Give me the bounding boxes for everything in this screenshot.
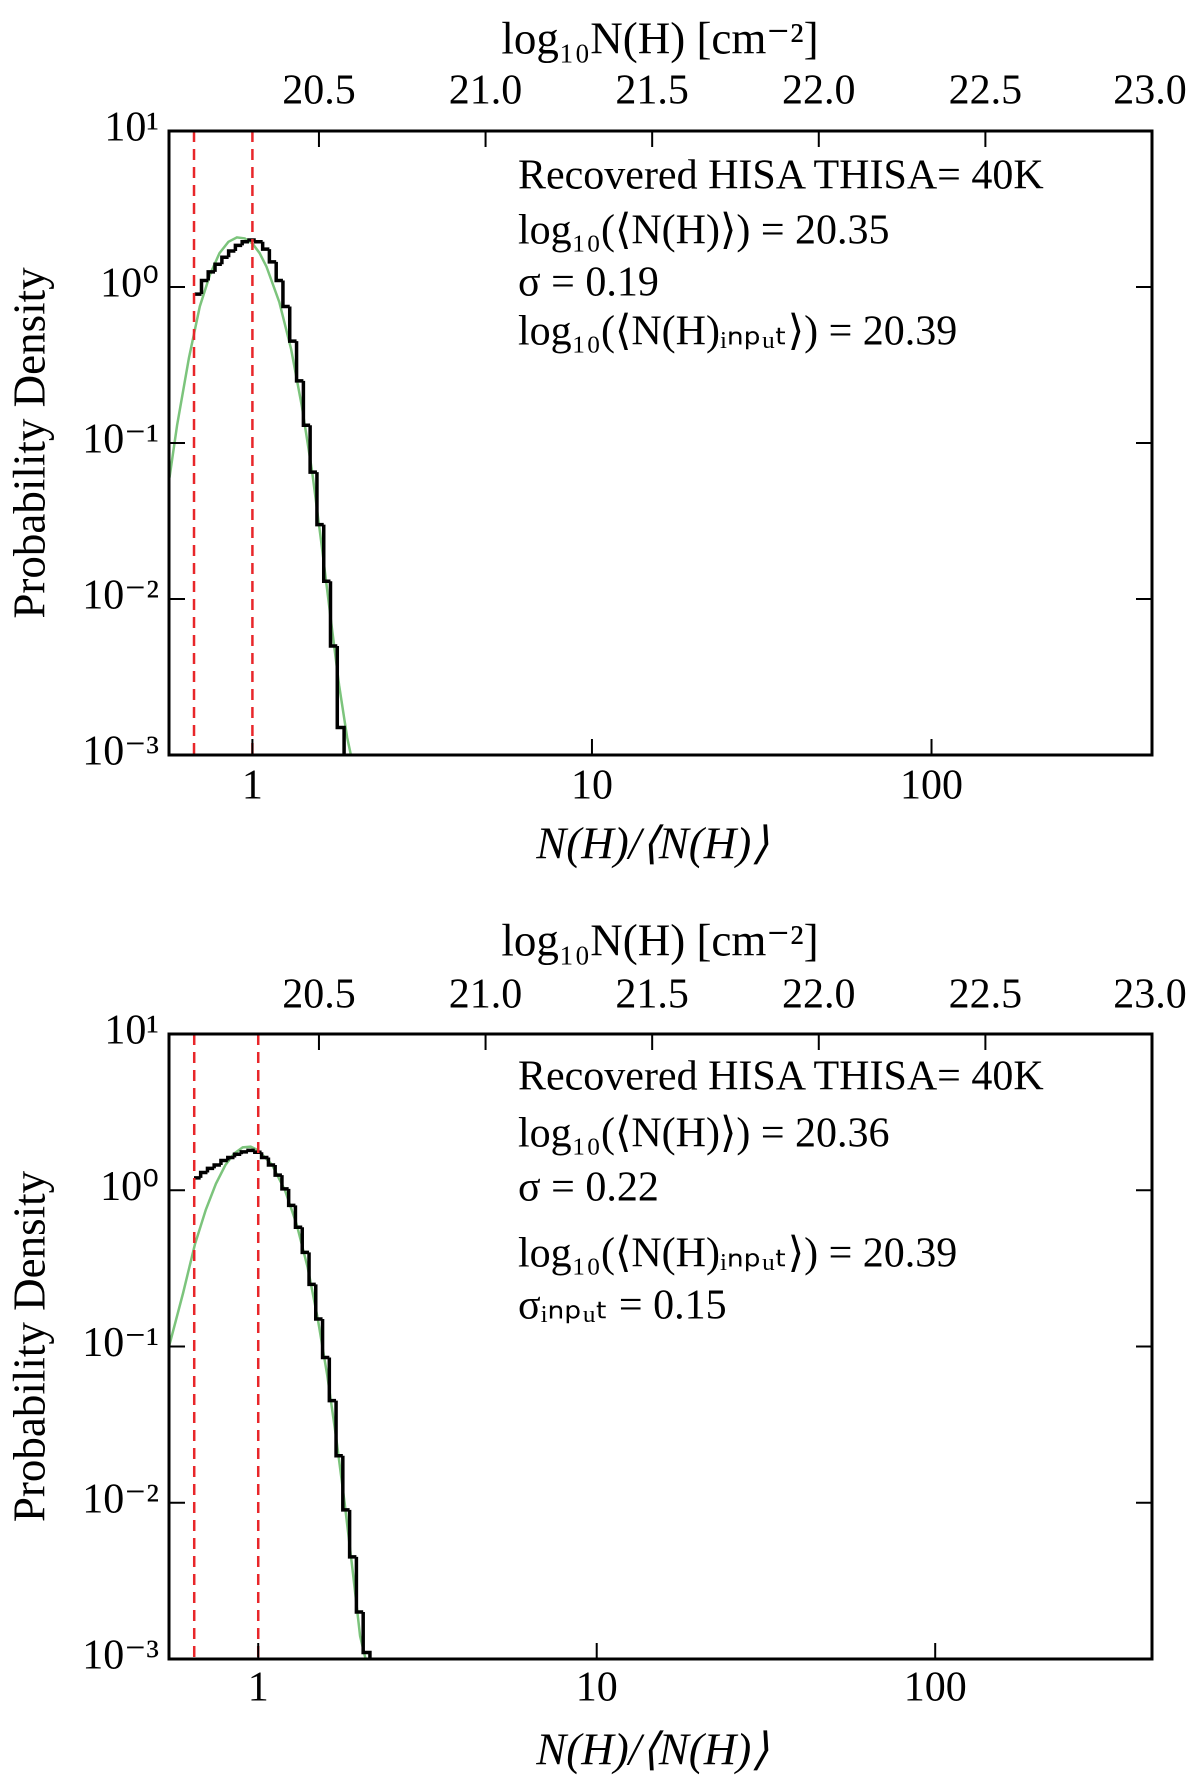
x2-tick-label: 20.5 (282, 972, 356, 1018)
histogram-bin (240, 240, 249, 246)
histogram-bin (354, 1556, 364, 1614)
x-tick-label: 100 (900, 763, 963, 809)
x2-tick-label: 22.5 (949, 68, 1023, 114)
x-tick-label: 10 (571, 763, 613, 809)
annotation: σ = 0.22 (518, 1165, 659, 1211)
histogram-bin (226, 249, 236, 258)
fit-curve (169, 236, 353, 755)
histogram-bin (212, 1163, 221, 1169)
y-tick-label: 10⁻³ (82, 1633, 159, 1679)
annotation: log₁₀(⟨N(H)ᵢₙₚᵤₜ⟩) = 20.39 (518, 309, 957, 355)
histogram-bin (315, 472, 324, 527)
histogram-bin (294, 341, 304, 383)
x2-tick-label: 22.5 (949, 972, 1023, 1018)
x-axis-label: N(H)/⟨N(H)⟩ (535, 818, 769, 868)
panel: 10⁻³ 10⁻² 10⁻¹ 10⁰ 10¹ 1 10 100 20.5 21.0 21.5 22.0… (4, 915, 1186, 1774)
histogram-bin (281, 280, 290, 309)
histogram-bin (334, 1400, 343, 1458)
histogram-bin (239, 1150, 249, 1155)
x2-tick-label: 20.5 (282, 68, 356, 114)
annotation: log₁₀(⟨N(H)⟩) = 20.36 (518, 1111, 890, 1157)
histogram-bin (254, 240, 263, 244)
histogram-bin (266, 1157, 276, 1167)
x2-tick-label: 21.0 (449, 68, 523, 114)
annotation: Recovered HISA THISA= 40K (518, 153, 1044, 199)
histogram-bin (293, 1205, 303, 1229)
x2-tick-label: 21.5 (615, 972, 689, 1018)
x2-tick-label: 23.0 (1113, 68, 1187, 114)
x2-axis-label: log₁₀N(H) [cm⁻²] (501, 13, 818, 63)
histogram-bin (286, 1188, 296, 1208)
histogram-bin (260, 241, 270, 251)
y-tick-label: 10¹ (104, 1008, 159, 1054)
histogram-bin (226, 1155, 235, 1161)
x-tick-label: 10 (576, 1665, 618, 1711)
histogram-bin (347, 1509, 357, 1559)
histogram-bin (233, 243, 243, 252)
histogram-bin (259, 1152, 269, 1160)
histogram-bin (320, 1318, 330, 1360)
x-tick-label: 100 (904, 1665, 967, 1711)
annotation: log₁₀(⟨N(H)ᵢₙₚᵤₜ⟩) = 20.39 (518, 1231, 957, 1277)
histogram-bin (205, 1166, 215, 1173)
histogram-bin (361, 1611, 372, 1659)
histogram-bin (307, 1252, 316, 1287)
y-tick-label: 10⁰ (100, 261, 159, 307)
histogram-bin (341, 1455, 350, 1512)
x2-tick-label: 22.0 (782, 972, 856, 1018)
histogram-bin (321, 524, 331, 583)
y-tick-label: 10⁻¹ (82, 417, 159, 463)
y-tick-label: 10⁻² (82, 573, 159, 619)
y-tick-label: 10⁰ (100, 1164, 159, 1210)
histogram-bin (246, 1148, 255, 1153)
histogram-bin (328, 581, 338, 648)
annotation: σᵢₙₚᵤₜ = 0.15 (518, 1283, 727, 1329)
y-axis-label: Probability Density (4, 1170, 54, 1522)
histogram-bin (213, 262, 222, 272)
histogram-bin (199, 278, 209, 295)
panel: 10⁻³ 10⁻² 10⁻¹ 10⁰ 10¹ 1 10 100 20.5 21.0 21.5 22.0… (4, 13, 1186, 868)
annotation: σ = 0.19 (518, 260, 659, 306)
annotation: log₁₀(⟨N(H)⟩) = 20.35 (518, 208, 890, 254)
histogram-bin (308, 425, 317, 474)
y-tick-label: 10¹ (104, 105, 159, 151)
x-axis-label: N(H)/⟨N(H)⟩ (535, 1724, 769, 1774)
plot-area (169, 1145, 372, 1659)
histogram-bin (274, 261, 283, 283)
histogram-bin (220, 255, 229, 265)
histogram-bin (280, 1175, 289, 1191)
histogram-bin (198, 1170, 208, 1178)
x2-tick-label: 21.5 (615, 68, 689, 114)
plot-area (169, 236, 353, 755)
histogram-bin (267, 249, 277, 264)
x-tick-label: 1 (242, 763, 263, 809)
histogram-bin (327, 1357, 337, 1403)
histogram-bin (300, 1227, 310, 1255)
x-tick-label: 1 (248, 1665, 269, 1711)
x2-tick-label: 22.0 (782, 68, 856, 114)
y-tick-label: 10⁻³ (82, 729, 159, 775)
x2-tick-label: 23.0 (1113, 972, 1187, 1018)
histogram-bin (206, 270, 216, 281)
histogram-bin (301, 380, 311, 427)
histogram-bin (314, 1284, 323, 1321)
histogram-bin (219, 1158, 228, 1166)
x2-tick-label: 21.0 (449, 972, 523, 1018)
y-tick-label: 10⁻¹ (82, 1320, 159, 1366)
y-axis-label: Probability Density (4, 267, 54, 619)
annotation: Recovered HISA THISA= 40K (518, 1054, 1044, 1100)
y-tick-label: 10⁻² (82, 1476, 159, 1522)
histogram-bin (335, 645, 346, 755)
histogram-bin (273, 1165, 282, 1177)
histogram-bin (232, 1152, 242, 1158)
histogram-bin (287, 306, 297, 343)
x2-axis-label: log₁₀N(H) [cm⁻²] (501, 915, 818, 965)
